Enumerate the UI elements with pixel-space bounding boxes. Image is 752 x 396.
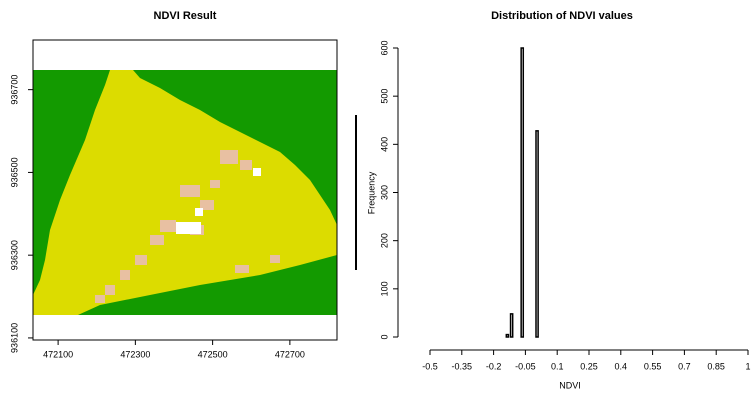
x-tick-label: -0.2: [486, 361, 502, 371]
map-title: NDVI Result: [154, 10, 217, 22]
y-tick-label: 300: [379, 185, 389, 200]
x-tick-label: 472700: [275, 349, 305, 359]
y-tick-label: 600: [379, 40, 389, 55]
y-tick-label: 400: [379, 137, 389, 152]
x-tick-label: 0.55: [644, 361, 662, 371]
raster: [33, 70, 337, 315]
raster-patch: [180, 185, 200, 197]
raster-patch: [270, 255, 280, 263]
x-tick-label: 0.85: [707, 361, 725, 371]
raster-patch: [135, 255, 147, 265]
x-tick-label: 1: [745, 361, 750, 371]
raster-patch: [120, 270, 130, 280]
x-tick-label: 472300: [120, 349, 150, 359]
raster-patch: [240, 160, 252, 170]
x-tick-label: 472100: [43, 349, 73, 359]
raster-patch: [105, 285, 115, 295]
raster-patch: [210, 180, 220, 188]
bar: [511, 314, 513, 337]
y-axis-title: Frequency: [366, 171, 376, 214]
y-tick-label: 0: [379, 334, 389, 339]
x-tick-label: 0.25: [580, 361, 598, 371]
hist-title: Distribution of NDVI values: [491, 10, 633, 22]
y-tick-label: 500: [379, 89, 389, 104]
raster-nodata: [176, 222, 201, 234]
x-axis-title: NDVI: [559, 380, 581, 390]
x-tick-label: 0.4: [615, 361, 628, 371]
x-tick-label: -0.5: [422, 361, 438, 371]
x-tick-label: 472500: [198, 349, 228, 359]
x-tick-label: -0.35: [452, 361, 473, 371]
x-tick-label: -0.05: [515, 361, 536, 371]
x-tick-label: 0.7: [678, 361, 691, 371]
x-tick-label: 0.1: [551, 361, 564, 371]
y-tick-label: 100: [379, 281, 389, 296]
raster-nodata: [253, 168, 261, 176]
raster-patch: [235, 265, 249, 273]
y-tick-label: 200: [379, 233, 389, 248]
raster-nodata: [195, 208, 203, 216]
bar: [521, 48, 523, 337]
y-tick-label: 936300: [9, 240, 19, 270]
y-tick-label: 936500: [9, 157, 19, 187]
chart: NDVI Result Distribution of NDVI values …: [0, 0, 752, 396]
page: NDVI Result Distribution of NDVI values …: [0, 0, 752, 396]
bar: [506, 335, 508, 337]
raster-patch: [95, 295, 105, 303]
y-tick-label: 936100: [9, 323, 19, 353]
bar: [536, 131, 538, 337]
raster-patch: [160, 220, 176, 232]
y-tick-label: 936700: [9, 75, 19, 105]
raster-patch: [220, 150, 238, 164]
raster-patch: [150, 235, 164, 245]
